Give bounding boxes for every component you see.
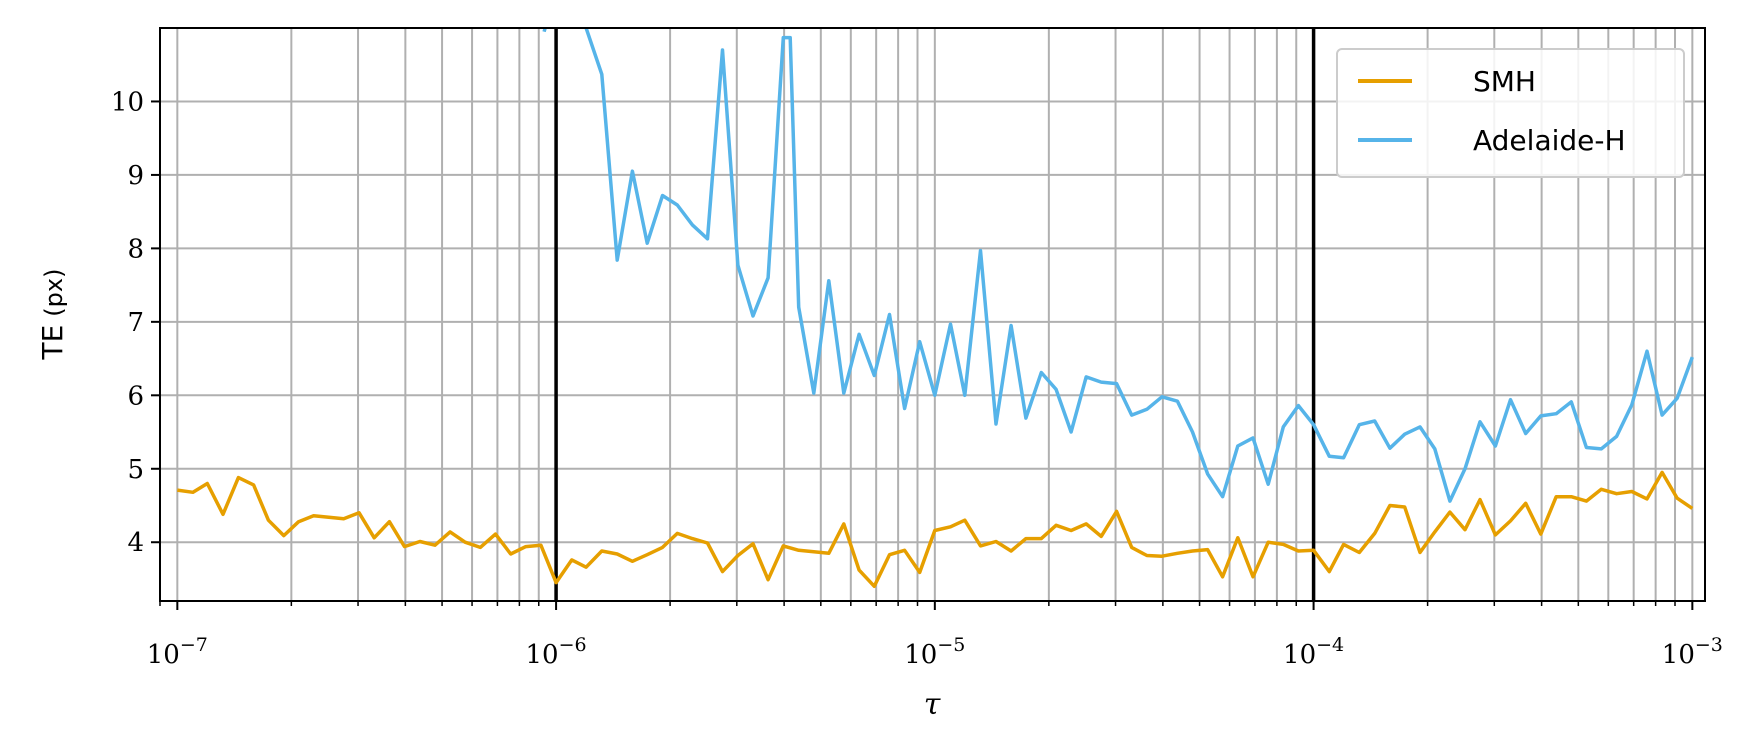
- y-tick-label: 4: [127, 528, 144, 558]
- axis-ticks: [151, 100, 1694, 610]
- x-tick-label: 10−3: [1662, 634, 1723, 670]
- y-tick-label: 10: [111, 87, 144, 117]
- y-axis-label-main: TE: [36, 325, 69, 361]
- plot-frame: [159, 27, 1706, 602]
- x-tick-label: 10−5: [904, 634, 965, 670]
- y-tick-label: 5: [127, 455, 144, 485]
- legend-label-adelaide-h: Adelaide-H: [1473, 124, 1626, 157]
- legend: SMH Adelaide-H: [1336, 48, 1685, 178]
- y-axis-label-unit: (px): [40, 269, 68, 317]
- series-lines: [177, 28, 1694, 589]
- x-tick-label: 10−7: [147, 634, 208, 670]
- y-tick-label: 8: [127, 234, 144, 264]
- x-tick-labels: 10−7 10−6 10−5 10−4 10−3: [147, 634, 1723, 670]
- y-tick-label: 7: [127, 308, 144, 338]
- y-tick-label: 6: [127, 381, 144, 411]
- y-tick-labels: 4 5 6 7 8 9 10: [111, 87, 144, 558]
- legend-label-smh: SMH: [1473, 65, 1536, 98]
- y-tick-label: 9: [127, 161, 144, 191]
- series-line-smh: [177, 470, 1694, 589]
- x-axis-label: τ: [924, 687, 941, 722]
- x-tick-label: 10−6: [526, 634, 587, 670]
- y-axis-label: TE (px): [36, 269, 69, 361]
- series-line-adelaide-h: [542, 28, 1694, 503]
- x-tick-label: 10−4: [1283, 634, 1344, 670]
- legend-box: [1336, 48, 1685, 178]
- reference-vlines: [554, 28, 1316, 601]
